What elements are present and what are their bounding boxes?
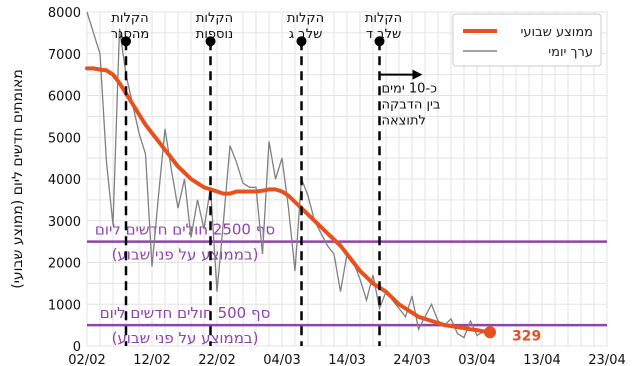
y-tick-label: 5000 [48,131,81,146]
delay-annotation-line: בין הדבקה [382,98,441,113]
relaxation-label: הקלות [365,11,402,26]
y-tick-label: 8000 [48,6,81,21]
x-tick-label: 22/02 [198,353,235,366]
relaxation-sublabel: נוספות [196,27,233,42]
threshold-label: סף 2500 חולים חדשים ליום [95,221,275,239]
relaxation-label: הקלות [287,11,324,26]
series-line-weekly-average [85,66,492,335]
legend-entry: ממוצע שבועי [521,25,594,40]
x-tick-label: 02/02 [68,353,105,366]
legend-box [452,13,602,67]
x-tick-label: 23/04 [588,353,625,366]
x-tick-label: 03/04 [458,353,495,366]
relaxation-dot [205,36,216,47]
axes: 0 1000 2000 3000 4000 5000 6000 7000 8000 02/02 12… [10,6,626,366]
y-tick-label: 0 [73,340,81,355]
threshold-label: סף 500 חולים חדשים ליום [100,304,271,322]
y-axis-label: מאומתים חדשים ליום (ממוצע שבועי) [10,69,26,288]
series-lines: 329 [85,11,541,344]
x-tick-label: 14/03 [328,353,365,366]
relaxation-label: הקלות [196,11,233,26]
delay-arrow-head [412,69,423,80]
relaxation-sublabel: שלב ג [289,27,323,42]
relaxation-sublabel: מהסגר [111,27,149,42]
x-tick-label: 24/03 [393,353,430,366]
y-tick-label: 4000 [48,173,81,188]
threshold-sublabel: (בממוצע על פני שבוע) [112,329,259,347]
x-tick-label: 04/03 [263,353,300,366]
relaxation-dot [296,36,307,47]
relaxation-label: הקלות [111,11,148,26]
threshold-sublabel: (בממוצע על פני שבוע) [112,246,259,264]
end-point-marker [484,326,496,339]
y-tick-label: 2000 [48,257,81,272]
legend: ממוצע שבועי ערך יומי [452,13,602,67]
x-tick-label: 13/04 [523,353,560,366]
x-tick-label: 12/02 [133,353,170,366]
y-tick-label: 6000 [48,90,81,105]
legend-entry: ערך יומי [548,45,593,60]
end-point-label: 329 [512,328,541,344]
series-line-daily [86,11,491,339]
y-tick-label: 1000 [48,298,81,313]
y-tick-label: 7000 [48,48,81,63]
y-tick-label: 3000 [48,215,81,230]
relaxation-dot [121,36,131,47]
relaxation-dot [374,36,385,47]
threshold-lines: סף 2500 חולים חדשים ליום (בממוצע על פני ש… [87,221,607,347]
grid [86,11,608,347]
relaxation-sublabel: שלב ד [366,27,401,42]
delay-annotation-line: כ-10 ימים [382,82,438,97]
delay-annotation-line: לתוצאה [382,114,426,129]
